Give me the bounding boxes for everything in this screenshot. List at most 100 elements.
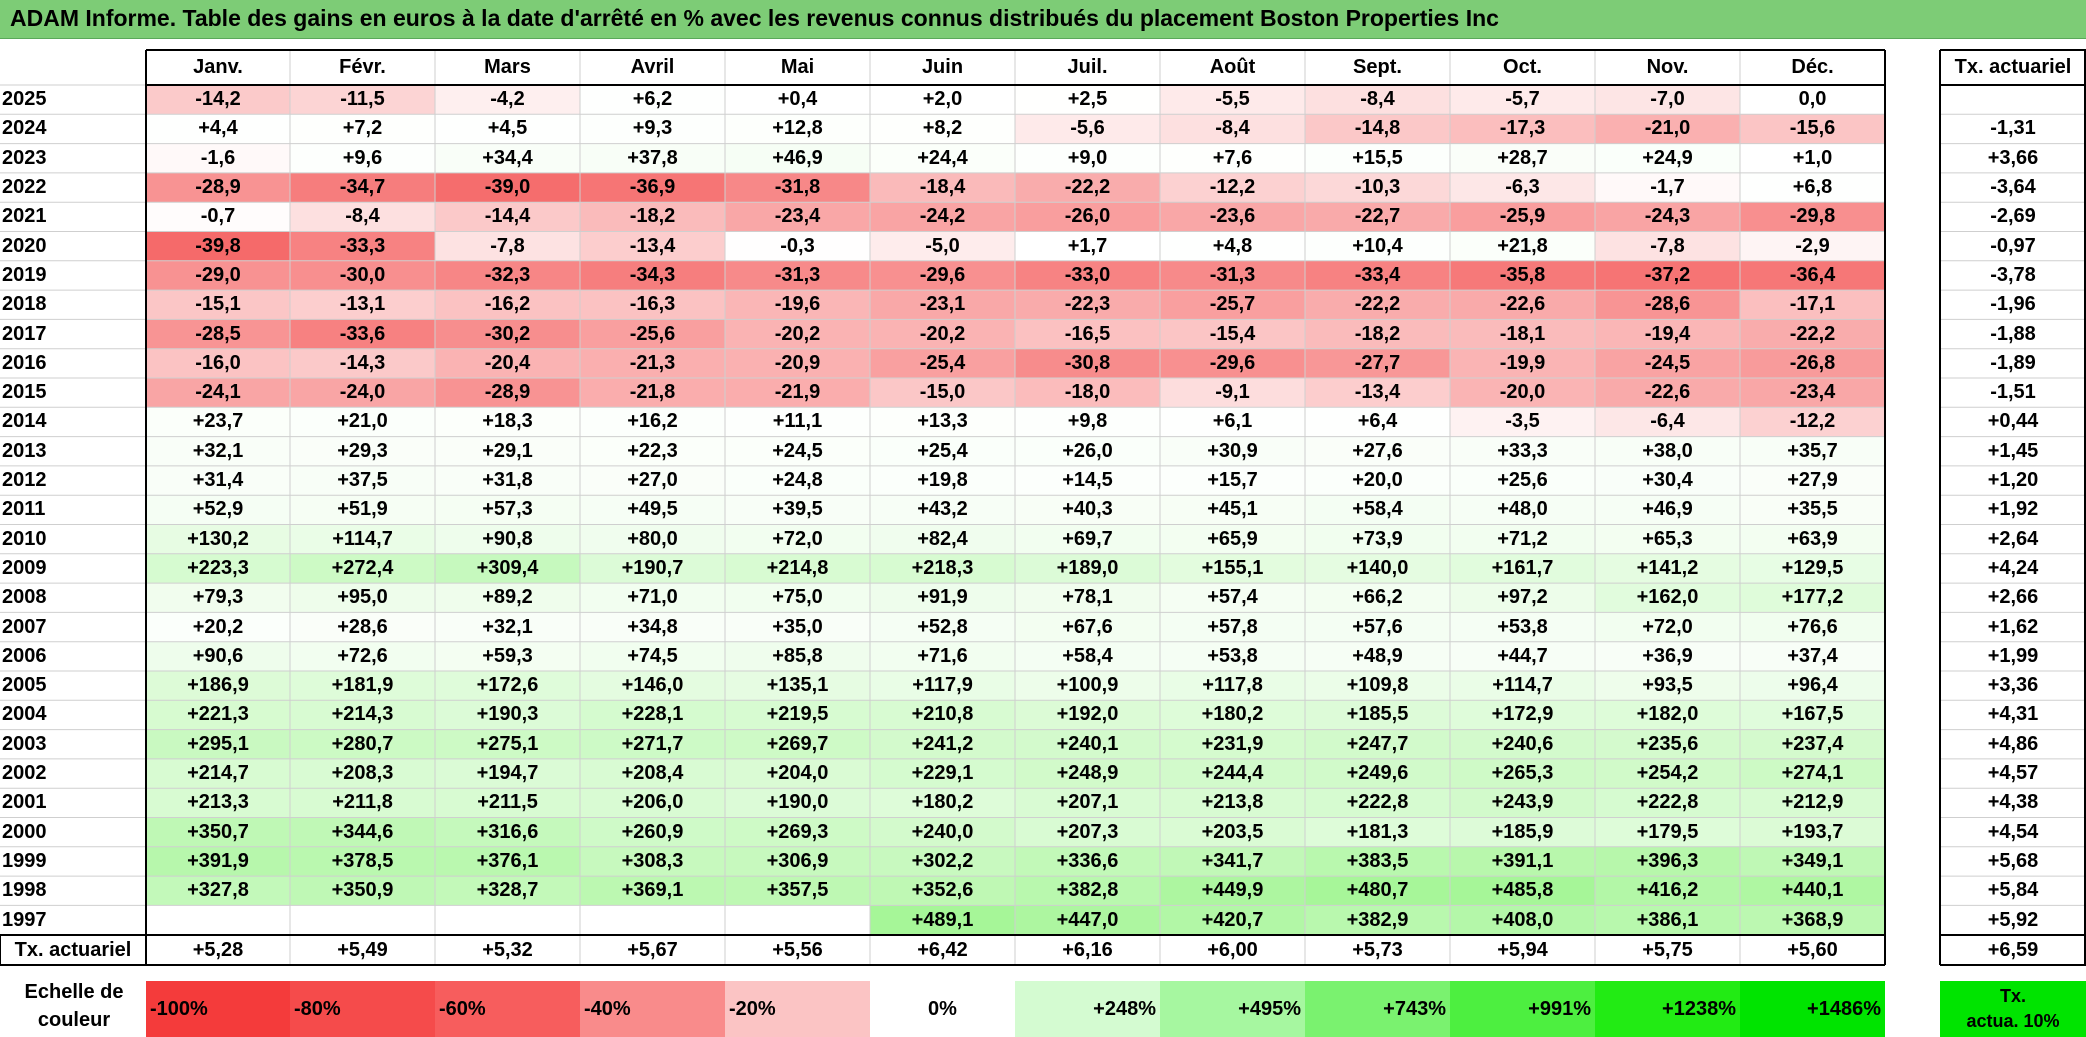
year-label: 2025	[2, 88, 47, 111]
table-cell: +185,5	[1305, 700, 1450, 730]
table-cell: +33,3	[1450, 436, 1595, 466]
year-label: 2015	[2, 381, 47, 404]
tx-actuariel-cell	[1940, 85, 2086, 114]
table-cell: +167,5	[1740, 700, 1885, 730]
table-cell: +29,1	[435, 436, 580, 466]
table-cell: -34,7	[290, 172, 435, 203]
tx-actuariel-cell: +4,24	[1987, 556, 2039, 579]
table-cell: +306,9	[725, 846, 870, 877]
table-cell: -30,0	[290, 260, 435, 291]
table-cell: +72,0	[1595, 612, 1740, 642]
footer-cell: +5,67	[627, 938, 678, 961]
table-cell: -28,6	[1595, 290, 1740, 320]
footer-cell: +5,94	[1497, 938, 1548, 961]
table-cell: -22,2	[1740, 319, 1885, 349]
month-header: Sept.	[1353, 56, 1402, 78]
table-cell: +36,9	[1595, 641, 1740, 671]
table-cell	[580, 905, 725, 935]
table-cell: +328,7	[435, 876, 580, 906]
table-cell: -28,9	[435, 378, 580, 408]
table-cell: +161,7	[1450, 553, 1595, 584]
table-cell: +79,3	[146, 583, 290, 613]
table-cell: +20,0	[1305, 465, 1450, 496]
table-cell: +63,9	[1740, 524, 1885, 554]
table-cell: -22,6	[1595, 378, 1740, 408]
tx-actuariel-cell: -3,64	[1990, 176, 2036, 199]
table-cell: +182,0	[1595, 700, 1740, 730]
table-cell: -14,8	[1305, 114, 1450, 144]
table-cell: +190,0	[725, 788, 870, 818]
year-label: 1997	[2, 908, 47, 931]
table-cell: +211,5	[435, 788, 580, 818]
table-cell: +85,8	[725, 641, 870, 671]
table-cell: +74,5	[580, 641, 725, 671]
table-cell: +43,2	[870, 495, 1015, 525]
table-cell: +280,7	[290, 729, 435, 759]
table-cell: -5,6	[1015, 114, 1160, 144]
table-cell: +37,4	[1740, 641, 1885, 671]
tx-actuariel-cell: -1,51	[1990, 381, 2036, 404]
table-cell	[290, 905, 435, 935]
table-cell: -15,0	[870, 378, 1015, 408]
table-cell	[146, 905, 290, 935]
table-cell: +254,2	[1595, 758, 1740, 789]
color-scale-swatch: +743%	[1305, 981, 1450, 1037]
table-cell: +352,6	[870, 876, 1015, 906]
table-cell: -20,0	[1450, 378, 1595, 408]
table-cell: -33,6	[290, 319, 435, 349]
tx-actuariel-cell: +4,54	[1987, 820, 2039, 843]
table-cell: +31,8	[435, 465, 580, 496]
footer-cell: +6,00	[1207, 938, 1258, 961]
table-cell: +269,3	[725, 817, 870, 847]
table-cell: +75,0	[725, 583, 870, 613]
table-cell: -39,0	[435, 172, 580, 203]
footer-cell: +5,56	[772, 938, 823, 961]
table-cell: +26,0	[1015, 436, 1160, 466]
table-cell: +2,0	[870, 85, 1015, 115]
table-cell: +207,3	[1015, 817, 1160, 847]
table-cell: +241,2	[870, 729, 1015, 759]
title-bar: ADAM Informe. Table des gains en euros à…	[0, 0, 2086, 39]
table-cell: +19,8	[870, 465, 1015, 496]
footer-label: Tx. actuariel	[14, 938, 132, 961]
table-cell: +1,0	[1740, 143, 1885, 173]
table-cell: -24,0	[290, 378, 435, 408]
table-cell: +222,8	[1595, 788, 1740, 818]
table-cell: +48,9	[1305, 641, 1450, 671]
tx-actuariel-cell: +5,92	[1987, 908, 2039, 931]
table-cell: +350,7	[146, 817, 290, 847]
tx-actuariel-cell: +1,92	[1987, 498, 2039, 521]
tx-actuariel-cell: +4,38	[1987, 791, 2039, 814]
footer-cell: +6,42	[917, 938, 968, 961]
table-cell: +6,2	[580, 85, 725, 115]
table-cell: +368,9	[1740, 905, 1885, 935]
color-scale-swatch: +1238%	[1595, 981, 1740, 1037]
table-cell: +186,9	[146, 671, 290, 701]
footer-cell: +5,32	[482, 938, 533, 961]
table-cell: +59,3	[435, 641, 580, 671]
table-cell: +190,3	[435, 700, 580, 730]
table-cell: -17,1	[1740, 290, 1885, 320]
tx-actuariel-cell: -1,89	[1990, 351, 2036, 374]
table-cell: -25,4	[870, 348, 1015, 378]
year-label: 2012	[2, 469, 47, 492]
table-cell: +177,2	[1740, 583, 1885, 613]
table-cell: -3,5	[1450, 407, 1595, 437]
tx-actuariel-cell: +4,86	[1987, 732, 2039, 755]
table-cell: -34,3	[580, 260, 725, 291]
table-cell: +109,8	[1305, 671, 1450, 701]
table-cell: +27,9	[1740, 465, 1885, 496]
table-cell: +135,1	[725, 671, 870, 701]
table-cell: +272,4	[290, 553, 435, 584]
table-cell: +6,1	[1160, 407, 1305, 437]
table-cell: +416,2	[1595, 876, 1740, 906]
table-cell: +316,6	[435, 817, 580, 847]
table-cell: -16,3	[580, 290, 725, 320]
table-cell: -13,4	[1305, 378, 1450, 408]
table-cell: +96,4	[1740, 671, 1885, 701]
table-cell: -22,2	[1305, 290, 1450, 320]
table-cell: -23,1	[870, 290, 1015, 320]
table-cell: +489,1	[870, 905, 1015, 935]
year-label: 2001	[2, 791, 47, 814]
